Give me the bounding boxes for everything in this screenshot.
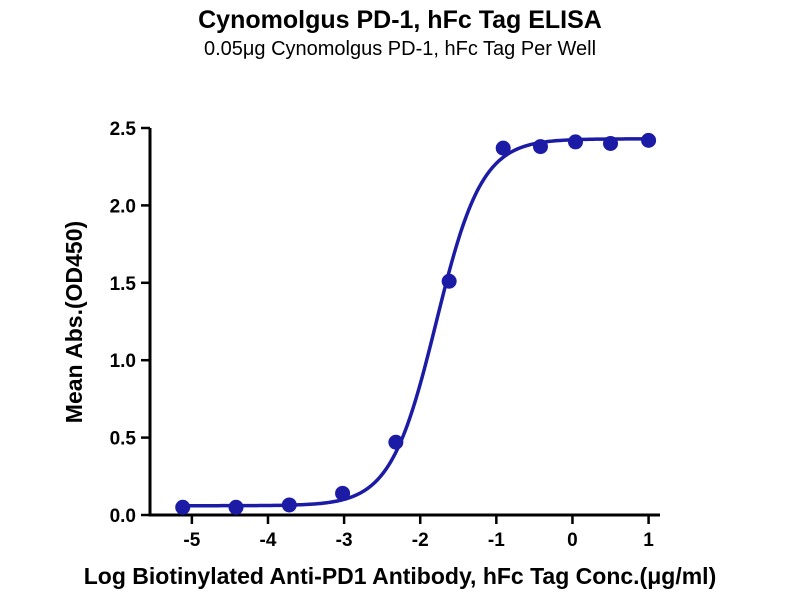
data-point [603, 135, 619, 151]
x-tick-label: 1 [643, 530, 654, 551]
fit-curve [180, 137, 651, 508]
data-point [228, 499, 244, 515]
y-tick-label: 0.5 [110, 429, 137, 450]
data-point [388, 434, 404, 450]
x-tick-label: -2 [412, 530, 429, 551]
x-tick-label: -5 [183, 530, 200, 551]
data-point [281, 497, 297, 513]
y-axis-label: Mean Abs.(OD450) [61, 221, 87, 423]
chart-title: Cynomolgus PD-1, hFc Tag ELISA [198, 6, 602, 34]
x-tick-label: 0 [567, 530, 578, 551]
x-axis-label: Log Biotinylated Anti-PD1 Antibody, hFc … [84, 563, 716, 589]
y-tick-label: 2.0 [110, 196, 136, 217]
plot-area: -5 -4 -3 -2 -1 0 1 0.0 0.5 1.0 1.5 2.0 2.5 [110, 119, 660, 551]
data-point [532, 139, 548, 155]
y-tick-label: 2.5 [110, 119, 137, 140]
data-point [641, 132, 657, 148]
chart-subtitle: 0.05μg Cynomolgus PD-1, hFc Tag Per Well [204, 38, 596, 60]
axes [148, 128, 660, 517]
data-point [568, 134, 584, 150]
y-tick-label: 1.0 [110, 351, 136, 372]
x-tick-label: -3 [336, 530, 353, 551]
x-tick-label: -4 [260, 530, 277, 551]
x-tick-label: -1 [488, 530, 505, 551]
data-point [495, 140, 511, 156]
data-point [441, 273, 457, 289]
y-tick-label: 1.5 [110, 274, 137, 295]
data-point [335, 485, 351, 501]
y-tick-label: 0.0 [110, 506, 136, 527]
data-point [175, 499, 191, 515]
